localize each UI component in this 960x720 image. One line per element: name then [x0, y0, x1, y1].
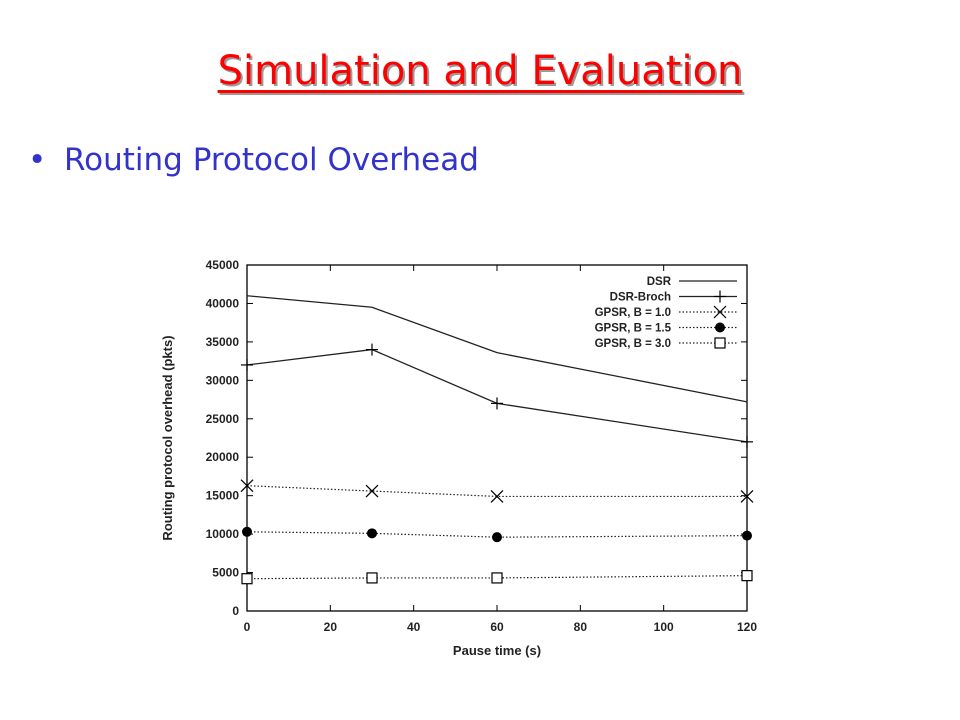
- x-axis-label: Pause time (s): [453, 643, 541, 658]
- y-tick-label: 15000: [206, 489, 240, 503]
- data-point-s2-0-b: [240, 479, 254, 493]
- legend-marker-1: [714, 290, 726, 303]
- legend-label: GPSR, B = 1.5: [595, 323, 672, 335]
- y-tick-label: 35000: [206, 335, 240, 349]
- series-line-1: [246, 348, 748, 443]
- x-tick-label: 20: [324, 620, 338, 634]
- bullet-item: • Routing Protocol Overhead: [28, 142, 479, 178]
- data-point-s2-1: [365, 484, 379, 498]
- series-line-4: [246, 575, 748, 580]
- slide-title: Simulation and Evaluation: [217, 48, 743, 94]
- series-line-3: [246, 531, 748, 538]
- y-axis-label: Routing protocol overhead (pkts): [160, 335, 175, 540]
- data-point-s1-0: [241, 358, 253, 371]
- legend-label: GPSR, B = 1.0: [595, 307, 671, 319]
- data-point-s2-1-b: [365, 484, 379, 498]
- y-tick-label: 40000: [206, 296, 240, 310]
- x-tick-label: 0: [244, 620, 251, 634]
- data-point-s3-3: [742, 530, 752, 541]
- legend-marker-2: [713, 305, 727, 319]
- y-tick-label: 45000: [206, 258, 240, 272]
- data-point-s2-2-b: [490, 490, 504, 503]
- bullet-text: Routing Protocol Overhead: [64, 142, 479, 178]
- y-tick-label: 25000: [206, 412, 240, 426]
- legend-label: DSR-Broch: [610, 292, 671, 304]
- data-point-s2-0: [240, 479, 254, 493]
- legend-label: DSR: [647, 276, 672, 288]
- data-point-s4-3: [741, 570, 753, 582]
- data-point-s1-1: [366, 343, 378, 356]
- legend-marker-4: [714, 337, 726, 349]
- data-point-s2-3-b: [740, 490, 754, 503]
- x-tick-label: 120: [737, 620, 757, 634]
- legend-marker-2-b: [713, 305, 727, 319]
- x-tick-label: 40: [407, 620, 421, 634]
- y-tick-label: 30000: [206, 373, 240, 387]
- data-point-s3-1: [367, 528, 377, 539]
- data-point-s2-2: [490, 490, 504, 503]
- data-point-s3-0: [242, 526, 252, 537]
- data-point-s1-3: [741, 435, 753, 448]
- y-tick-label: 20000: [206, 450, 240, 464]
- series-line-0: [246, 295, 748, 403]
- y-tick-label: 5000: [212, 566, 239, 580]
- data-point-s1-2: [491, 397, 503, 410]
- y-tick-label: 10000: [206, 527, 240, 541]
- data-point-s3-2: [492, 532, 502, 543]
- x-tick-label: 100: [654, 620, 674, 634]
- data-point-s4-1: [366, 572, 378, 584]
- data-point-s4-0: [241, 573, 253, 585]
- bullet-dot-icon: •: [28, 142, 47, 178]
- x-tick-label: 60: [490, 620, 504, 634]
- overhead-line-chart: 0 5000 10000 15000 20000 25000 30000 35000 40000…: [160, 258, 757, 658]
- legend-marker-3: [715, 322, 725, 333]
- y-tick-label: 0: [232, 604, 239, 618]
- series-line-2: [246, 485, 747, 498]
- plot-frame: [246, 264, 748, 612]
- legend-label: GPSR, B = 3.0: [595, 338, 671, 350]
- data-point-s4-2: [491, 572, 503, 584]
- data-point-s2-3: [740, 490, 754, 503]
- x-tick-label: 80: [574, 620, 588, 634]
